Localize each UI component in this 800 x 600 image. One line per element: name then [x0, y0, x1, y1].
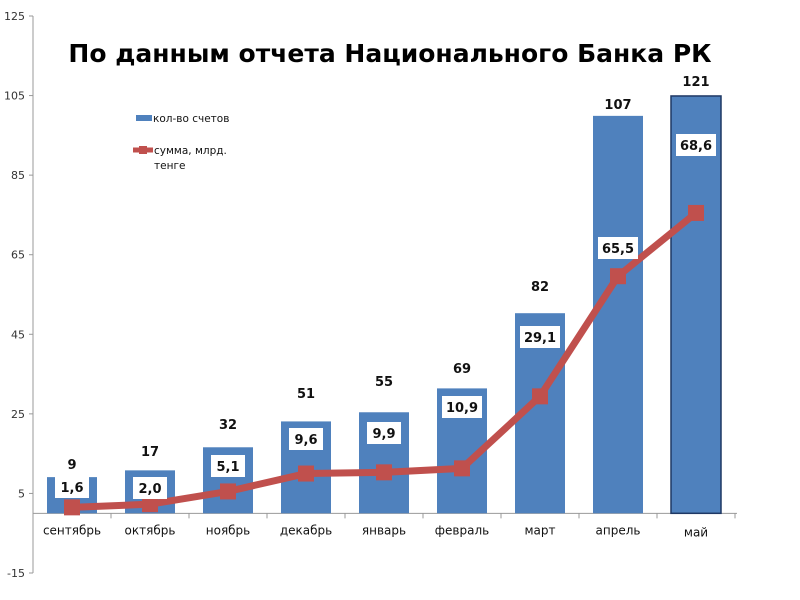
y-tick-label: 65 — [11, 249, 25, 262]
legend: кол-во счетов сумма, млрд. тенге — [133, 113, 229, 172]
bar-апрель — [593, 115, 643, 514]
y-tick-label: 85 — [11, 169, 25, 182]
x-tick-label: март — [524, 523, 555, 537]
sum-label-box — [289, 428, 323, 450]
count-label: 17 — [141, 445, 159, 460]
count-label: 121 — [682, 75, 709, 90]
count-label: 69 — [453, 362, 471, 377]
sum-label: 1,6 — [60, 481, 83, 496]
count-label: 51 — [297, 387, 315, 402]
x-tick-label: апрель — [596, 523, 641, 537]
count-label: 107 — [604, 98, 631, 113]
x-tick-label: февраль — [435, 523, 489, 537]
x-tick-label: сентябрь — [43, 523, 101, 537]
y-tick-label: 125 — [4, 10, 25, 23]
x-tick-label: декабрь — [280, 523, 332, 537]
sum-label: 68,6 — [680, 139, 712, 154]
y-tick-label: -15 — [7, 567, 25, 580]
y-tick-label: 45 — [11, 328, 25, 341]
sum-marker-ноябрь — [220, 483, 236, 500]
bar-май — [670, 95, 722, 515]
legend-bar-label: кол-во счетов — [153, 113, 229, 125]
x-tick-label: январь — [362, 523, 406, 537]
legend-bar-swatch — [136, 115, 152, 121]
count-label: 55 — [375, 375, 393, 390]
sum-label: 9,9 — [372, 427, 395, 442]
y-tick-label: 105 — [4, 90, 25, 103]
legend-line-label-1: сумма, млрд. — [154, 145, 227, 157]
y-tick-label: 5 — [18, 487, 25, 500]
sum-label: 65,5 — [602, 242, 634, 257]
sum-label-box — [520, 326, 560, 348]
sum-label: 5,1 — [216, 460, 239, 475]
sum-label: 2,0 — [138, 482, 161, 497]
x-tick-label: октябрь — [125, 523, 176, 537]
sum-marker-январь — [376, 464, 392, 481]
x-tick-label: май — [684, 525, 708, 539]
sum-label-box — [598, 237, 638, 259]
sum-label-box — [367, 422, 401, 444]
sum-marker-март — [532, 388, 548, 405]
sum-marker-апрель — [610, 268, 626, 285]
sum-label: 29,1 — [524, 331, 556, 346]
legend-line-label-2: тенге — [154, 160, 185, 172]
y-tick-label: 25 — [11, 408, 25, 421]
count-label: 32 — [219, 418, 237, 433]
sum-label: 9,6 — [294, 433, 317, 448]
chart-title: По данным отчета Национального Банка РК — [68, 39, 712, 68]
sum-label-box — [676, 134, 716, 156]
sum-label-box — [55, 476, 89, 498]
x-tick-label: ноябрь — [206, 523, 251, 537]
sum-label-box — [442, 396, 482, 418]
sum-label: 10,9 — [446, 401, 478, 416]
sum-marker-октябрь — [142, 496, 158, 513]
sum-label-box — [211, 455, 245, 477]
sum-marker-май — [688, 204, 704, 221]
sum-marker-сентябрь — [64, 499, 80, 516]
sum-label-box — [133, 477, 167, 499]
sum-marker-февраль — [454, 460, 470, 477]
count-label: 82 — [531, 280, 549, 295]
sum-marker-декабрь — [298, 465, 314, 482]
legend-line-marker — [139, 146, 147, 154]
count-label: 9 — [67, 458, 76, 473]
